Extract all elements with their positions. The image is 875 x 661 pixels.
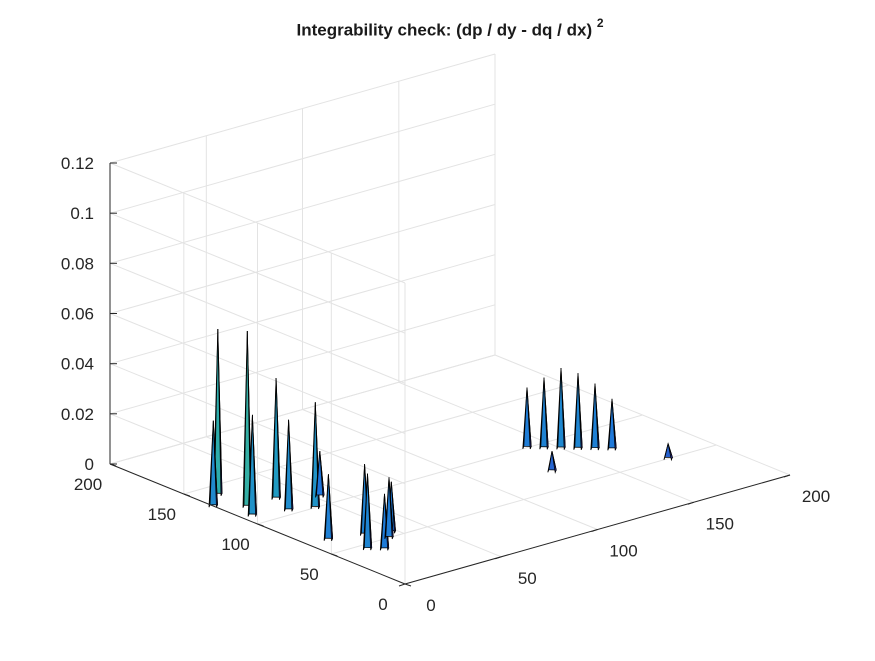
surface-peak — [252, 414, 258, 517]
y-tick — [257, 523, 264, 527]
grid-line — [109, 262, 406, 384]
x-tick — [687, 501, 694, 505]
z-tick-label: 0.04 — [61, 355, 94, 374]
surface-peak — [560, 367, 566, 450]
y-tick — [183, 493, 190, 497]
grid-line — [109, 354, 496, 465]
surface-layer — [208, 328, 673, 551]
grid-line — [109, 153, 496, 264]
surface-peak — [288, 419, 294, 512]
x-tick — [783, 474, 791, 478]
surface-peak — [328, 474, 334, 542]
chart-title-superscript: 2 — [596, 16, 604, 30]
x-tick-label: 150 — [706, 514, 734, 533]
surface-peak — [526, 387, 532, 450]
y-tick-label: 200 — [74, 475, 102, 494]
surface-peak — [577, 373, 583, 450]
z-tick-label: 0.08 — [61, 254, 94, 273]
y-tick-label: 100 — [221, 535, 249, 554]
chart-title: Integrability check: (dp / dy - dq / dx)… — [0, 16, 875, 41]
z-tick-label: 0 — [85, 455, 94, 474]
x-tick-label: 100 — [609, 542, 637, 561]
x-tick — [495, 556, 502, 560]
y-tick-label: 50 — [300, 565, 319, 584]
grid-line — [109, 313, 406, 434]
y-tick-label: 150 — [148, 505, 176, 524]
grid-line — [109, 162, 406, 284]
z-tick-label: 0.1 — [70, 204, 94, 223]
y-tick-label: 0 — [378, 595, 387, 614]
y-tick — [331, 553, 338, 557]
grid-line — [109, 103, 496, 214]
grid-line — [109, 363, 406, 485]
surface-peak — [217, 328, 223, 497]
surface-peak — [319, 451, 325, 498]
grid-line — [183, 384, 569, 495]
x-tick-label: 0 — [426, 596, 435, 615]
x-tick-label: 50 — [518, 569, 537, 588]
grid-line — [109, 212, 406, 334]
surface-peak — [275, 377, 281, 500]
chart-title-text: Integrability check: (dp / dy - dq / dx) — [296, 20, 593, 40]
surface-peak — [667, 443, 673, 462]
grid-line — [109, 413, 406, 535]
grid-line — [109, 254, 496, 365]
grid-line — [331, 444, 717, 555]
surface-peak — [390, 481, 396, 534]
z-tick-label: 0.06 — [61, 305, 94, 324]
axis-layer: 05010015020005010015020000.020.040.060.0… — [61, 154, 830, 615]
grid-line — [109, 53, 496, 164]
z-tick-label: 0.12 — [61, 154, 94, 173]
z-tick-label: 0.02 — [61, 405, 94, 424]
surface-peak — [611, 398, 617, 451]
surface-peak — [551, 451, 557, 475]
grid-line — [109, 304, 496, 415]
surface-peak — [212, 420, 218, 508]
surface-peak — [367, 473, 373, 551]
surface-peak — [594, 383, 600, 451]
y-tick — [404, 583, 412, 587]
surface-peak — [388, 477, 394, 540]
x-tick-label: 200 — [802, 487, 830, 506]
surface-peak — [543, 377, 549, 450]
x-tick — [591, 529, 598, 532]
x-tick — [398, 583, 406, 587]
grid-line — [109, 204, 496, 314]
